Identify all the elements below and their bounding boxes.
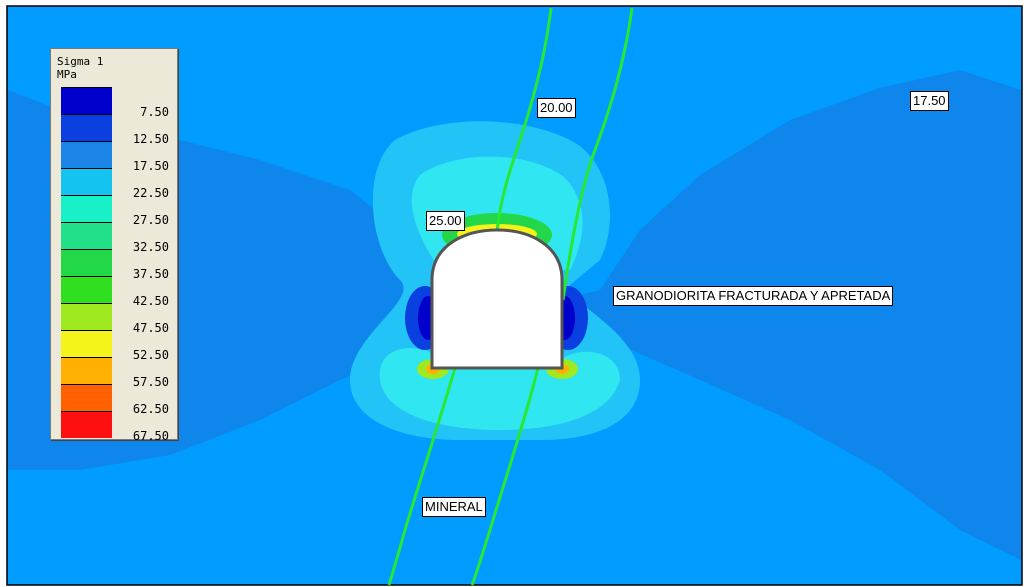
legend-swatch — [61, 195, 112, 222]
legend-entry: 12.50 — [61, 114, 171, 146]
legend-title: Sigma 1 MPa — [57, 55, 103, 81]
legend-value: 62.50 — [132, 402, 169, 416]
legend-value: 12.50 — [132, 132, 169, 146]
material-label-granodiorite: GRANODIORITA FRACTURADA Y APRETADA — [613, 286, 894, 306]
legend-swatch — [61, 87, 112, 114]
legend-value: 17.50 — [132, 159, 169, 173]
legend-value: 47.50 — [132, 321, 169, 335]
legend-swatch — [61, 114, 112, 141]
legend-unit: MPa — [57, 68, 77, 81]
legend-value: 52.50 — [132, 348, 169, 362]
legend-panel[interactable]: Sigma 1 MPa 7.50 12.50 17.50 22.50 27.50 32.5… — [50, 48, 178, 443]
legend-entry: 67.50 — [61, 411, 171, 443]
legend-value: 27.50 — [132, 213, 169, 227]
legend-entry: 57.50 — [61, 357, 171, 389]
legend-value: 22.50 — [132, 186, 169, 200]
legend-swatch — [61, 276, 112, 303]
legend-entry: 17.50 — [61, 141, 171, 173]
legend-swatch — [61, 384, 112, 411]
legend-entry: 7.50 — [61, 87, 171, 119]
vein-line-left — [387, 7, 553, 586]
legend-swatch — [61, 357, 112, 384]
legend-swatch — [61, 411, 112, 438]
contour-label-17: 17.50 — [910, 91, 949, 111]
legend-entry: 37.50 — [61, 249, 171, 281]
contour-zone-lower — [8, 330, 1021, 584]
legend-value: 37.50 — [132, 267, 169, 281]
legend-entry: 32.50 — [61, 222, 171, 254]
legend-swatch — [61, 249, 112, 276]
legend-entry: 22.50 — [61, 168, 171, 200]
legend-swatch — [61, 222, 112, 249]
legend-value: 7.50 — [140, 105, 169, 119]
contour-label-20: 20.00 — [537, 98, 576, 118]
legend-value: 57.50 — [132, 375, 169, 389]
excavation-outline[interactable] — [430, 228, 564, 370]
legend-swatch — [61, 303, 112, 330]
legend-entry: 42.50 — [61, 276, 171, 308]
legend-value: 32.50 — [132, 240, 169, 254]
legend-entry: 52.50 — [61, 330, 171, 362]
contour-label-25: 25.00 — [426, 211, 465, 231]
legend-entry: 27.50 — [61, 195, 171, 227]
vein-line-right — [470, 7, 634, 586]
legend-title-text: Sigma 1 — [57, 55, 104, 68]
legend-entry: 62.50 — [61, 384, 171, 416]
legend-swatch — [61, 330, 112, 357]
legend-entry: 47.50 — [61, 303, 171, 335]
material-label-mineral: MINERAL — [422, 497, 486, 517]
legend-swatch — [61, 141, 112, 168]
legend-value: 67.50 — [132, 429, 169, 443]
legend-value: 42.50 — [132, 294, 169, 308]
legend-swatch — [61, 168, 112, 195]
